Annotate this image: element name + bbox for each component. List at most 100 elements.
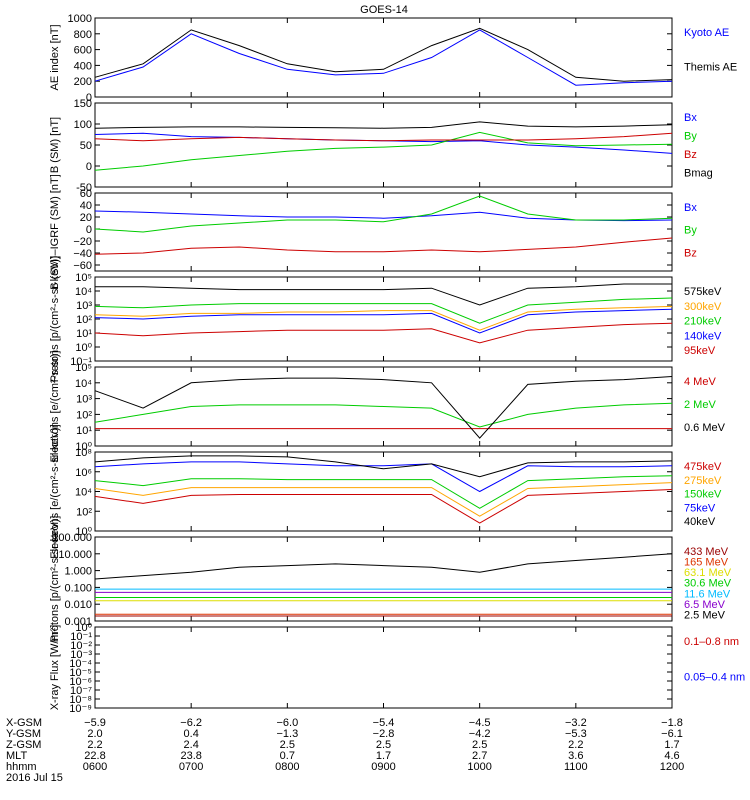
- footer-cell: 2.5: [472, 739, 487, 751]
- y-tick-label: 0.010: [64, 599, 92, 611]
- y-axis-label: Electrons [e/(cm²-s-sr-keV)]: [49, 424, 61, 558]
- series-line-40kev: [94, 455, 673, 478]
- y-tick-label: -50: [76, 182, 92, 194]
- legend-entry: 75keV: [684, 502, 716, 514]
- y-tick-label: 400: [74, 60, 92, 72]
- y-tick-label: −60: [73, 260, 92, 272]
- footer-cell: −2.8: [373, 728, 395, 740]
- footer-cell: −5.3: [565, 728, 587, 740]
- y-axis-label: B (SM)–IGRF (SM) [nT]: [49, 174, 61, 290]
- footer-cell: −6.1: [661, 728, 683, 740]
- legend-entry: 0.05–0.4 nm: [684, 672, 745, 684]
- series-line-bz: [94, 237, 673, 255]
- y-tick-label: 10⁰: [75, 441, 92, 453]
- y-tick-label: −40: [73, 248, 92, 260]
- y-tick-label: 10²: [76, 314, 92, 326]
- y-tick-label: 1.000: [64, 566, 92, 578]
- footer-cell: −6.2: [180, 717, 202, 729]
- footer-cell: −3.2: [565, 717, 587, 729]
- legend-entry: 300keV: [684, 301, 722, 313]
- y-axis-label: Protons [p/(cm²-s-sr-keV)]: [49, 256, 61, 383]
- legend-entry: 6.5 MeV: [684, 599, 726, 611]
- series-line-95kev: [94, 322, 673, 344]
- y-tick-label: 10⁻¹: [70, 631, 92, 643]
- y-tick-label: 10⁴: [75, 378, 92, 390]
- footer-cell: 0.7: [280, 750, 295, 762]
- y-tick-label: 10⁻⁶: [69, 676, 92, 688]
- legend-entry: Bx: [684, 112, 697, 124]
- footer-cell: 2.7: [472, 750, 487, 762]
- panel-frame: [94, 536, 673, 622]
- legend-entry: 30.6 MeV: [684, 578, 732, 590]
- y-tick-label: 10⁻²: [70, 640, 92, 652]
- footer-cell: −5.9: [84, 717, 106, 729]
- series-line-bz: [94, 132, 673, 142]
- footer-cell: 1200: [660, 761, 684, 773]
- footer-cell: 2.5: [376, 739, 391, 751]
- footer-cell: 4.6: [664, 750, 679, 762]
- y-tick-label: 10¹: [76, 425, 92, 437]
- footer-cell: 0800: [275, 761, 299, 773]
- series-line-by: [94, 195, 673, 233]
- y-tick-label: 10⁰: [75, 526, 92, 538]
- panel-2: -50 0 50 100 150 B (SM) [nT] Bx By Bz Bmag: [49, 98, 713, 194]
- y-tick-label: 10⁶: [75, 467, 92, 479]
- y-tick-label: 10⁻⁸: [69, 694, 92, 706]
- series-line-kyoto-ae: [94, 29, 673, 86]
- legend-entry: Themis AE: [684, 62, 737, 74]
- footer-cell: −1.8: [661, 717, 683, 729]
- legend-entry: 4 MeV: [684, 376, 716, 388]
- footer-cell: 1000: [467, 761, 491, 773]
- y-tick-label: 10⁻³: [70, 649, 92, 661]
- panel-4: 10⁻¹ 10⁰ 10¹ 10² 10³ 10⁴ 10⁵ Protons [p/(cm²-s-…: [49, 256, 722, 383]
- y-tick-label: 200: [74, 76, 92, 88]
- footer-cell: −1.3: [276, 728, 298, 740]
- panel-frame: [94, 102, 673, 188]
- y-tick-label: 10²: [76, 506, 92, 518]
- legend-entry: 475keV: [684, 461, 722, 473]
- panel-frame: [94, 626, 673, 709]
- footer-row-label: Z-GSM: [6, 739, 41, 751]
- y-tick-label: 10³: [76, 300, 92, 312]
- y-tick-label: 10⁵: [75, 362, 92, 374]
- y-tick-label: 10⁻⁴: [69, 658, 92, 670]
- footer-row-label: Y-GSM: [6, 728, 41, 740]
- series-line-2-mev: [94, 402, 673, 428]
- y-tick-label: 0: [86, 224, 92, 236]
- y-tick-label: 100: [74, 119, 92, 131]
- footer-cell: 1.7: [664, 739, 679, 751]
- legend-entry: 95keV: [684, 345, 716, 357]
- footer-row-label: X-GSM: [6, 717, 42, 729]
- footer-cell: −6.0: [276, 717, 298, 729]
- y-tick-label: 100.000: [52, 532, 92, 544]
- y-tick-label: 10⁸: [75, 447, 92, 459]
- legend-entry: 275keV: [684, 475, 722, 487]
- legend-entry: 11.6 MeV: [684, 588, 731, 600]
- legend-entry: Kyoto AE: [684, 27, 729, 39]
- series-line-575kev: [95, 283, 672, 306]
- footer-cell: 2.4: [184, 739, 199, 751]
- y-axis-label: X-ray Flux [W/m²]: [49, 625, 61, 711]
- legend-entry: 2 MeV: [684, 399, 716, 411]
- y-tick-label: 50: [80, 140, 92, 152]
- footer-cell: 1.7: [376, 750, 391, 762]
- series-line-475kev: [94, 489, 673, 524]
- panel-6: 10⁰ 10² 10⁴ 10⁶ 10⁸ Electrons [e/(cm²-s-sr-ke…: [49, 424, 722, 558]
- legend-entry: 210keV: [684, 316, 722, 328]
- y-tick-label: 40: [80, 200, 92, 212]
- y-tick-label: 10⁵: [75, 272, 92, 284]
- footer-cell: −5.4: [373, 717, 395, 729]
- series-line-bx: [94, 210, 673, 222]
- y-tick-label: 0.100: [64, 582, 92, 594]
- series-line-275kev: [94, 482, 673, 517]
- footer-cell: 0700: [179, 761, 203, 773]
- panel-7: 0.001 0.010 0.100 1.000 10.000 100.000Protons…: [49, 516, 732, 643]
- series-line-themis-ae: [94, 27, 673, 82]
- y-tick-label: 1000: [68, 13, 92, 25]
- y-tick-label: 0: [86, 92, 92, 104]
- legend-entry: 63.1 MeV: [684, 567, 732, 579]
- y-axis-label: Electrons [e/(cm²-s-sr)]: [49, 351, 61, 463]
- footer-cell: −4.2: [469, 728, 491, 740]
